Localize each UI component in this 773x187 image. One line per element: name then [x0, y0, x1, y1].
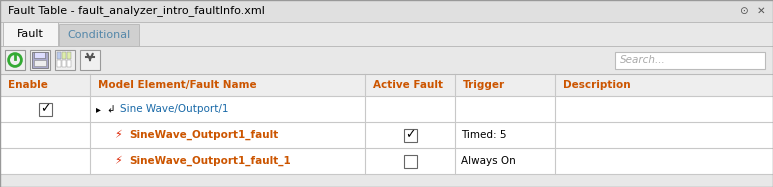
- Bar: [0, 148, 773, 174]
- Bar: [62, 60, 66, 67]
- Bar: [615, 51, 765, 68]
- Bar: [0, 0, 773, 22]
- Bar: [59, 24, 139, 46]
- Bar: [39, 102, 52, 116]
- Text: Description: Description: [563, 80, 631, 90]
- Text: SineWave_Outport1_fault: SineWave_Outport1_fault: [129, 130, 278, 140]
- Bar: [404, 154, 417, 168]
- Text: Sine Wave/Outport/1: Sine Wave/Outport/1: [120, 104, 229, 114]
- Bar: [57, 60, 61, 67]
- Text: ↲: ↲: [106, 104, 114, 114]
- Text: Model Element/Fault Name: Model Element/Fault Name: [98, 80, 257, 90]
- Bar: [0, 22, 773, 46]
- Text: Always On: Always On: [461, 156, 516, 166]
- Bar: [30, 50, 50, 70]
- Bar: [67, 60, 71, 67]
- Text: Conditional: Conditional: [67, 30, 131, 40]
- Text: ⊙: ⊙: [739, 6, 747, 16]
- Text: ✓: ✓: [39, 102, 50, 116]
- Bar: [32, 52, 48, 68]
- Bar: [5, 50, 25, 70]
- Bar: [80, 50, 100, 70]
- Text: ⚡: ⚡: [114, 130, 122, 140]
- Bar: [34, 60, 46, 66]
- Text: ▸: ▸: [96, 104, 100, 114]
- Text: Fault Table - fault_analyzer_intro_faultInfo.xml: Fault Table - fault_analyzer_intro_fault…: [8, 6, 265, 16]
- Bar: [55, 50, 75, 70]
- Text: ✓: ✓: [405, 128, 415, 142]
- Bar: [0, 96, 773, 122]
- Text: ✕: ✕: [757, 6, 765, 16]
- Bar: [67, 52, 71, 59]
- Text: Trigger: Trigger: [463, 80, 505, 90]
- Bar: [62, 52, 66, 59]
- Text: Timed: 5: Timed: 5: [461, 130, 506, 140]
- Text: SineWave_Outport1_fault_1: SineWave_Outport1_fault_1: [129, 156, 291, 166]
- Bar: [0, 46, 773, 74]
- Bar: [0, 74, 773, 96]
- Bar: [34, 52, 45, 58]
- Text: Search...: Search...: [620, 55, 666, 65]
- Bar: [0, 122, 773, 148]
- Text: ⚡: ⚡: [114, 156, 122, 166]
- Bar: [404, 128, 417, 142]
- Text: Enable: Enable: [8, 80, 48, 90]
- Text: Fault: Fault: [17, 29, 44, 39]
- Bar: [57, 52, 61, 59]
- Bar: [3, 22, 58, 46]
- Text: Active Fault: Active Fault: [373, 80, 443, 90]
